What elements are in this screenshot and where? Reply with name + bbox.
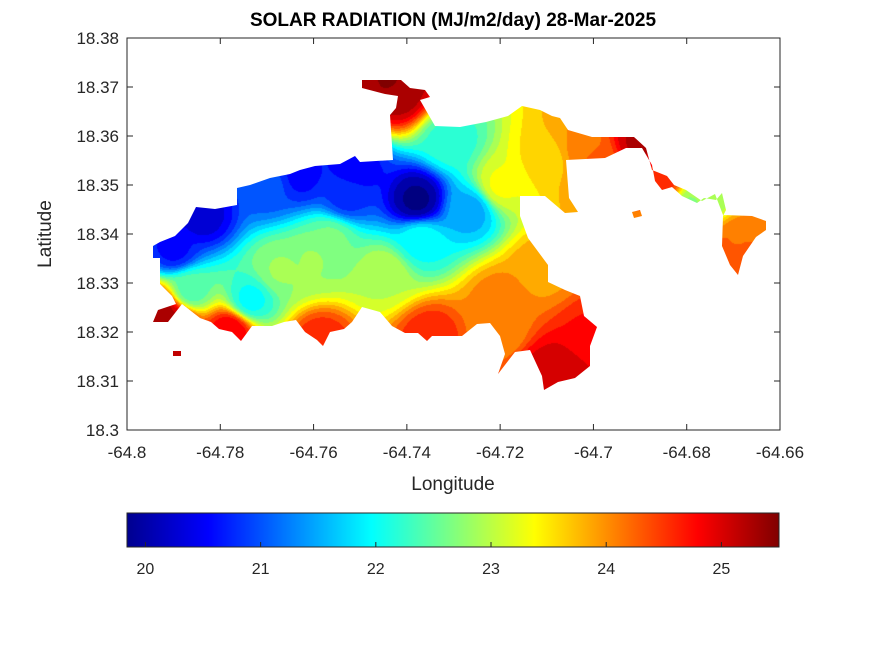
colorbar-tick-label: 25	[713, 561, 731, 578]
y-tick-label: 18.3	[86, 421, 119, 440]
x-tick-label: -64.74	[383, 443, 431, 462]
chart-title: SOLAR RADIATION (MJ/m2/day) 28-Mar-2025	[250, 10, 657, 31]
x-tick-label: -64.68	[663, 443, 711, 462]
x-axis: -64.8 -64.78 -64.76 -64.74 -64.72 -64.7 -64.68…	[108, 38, 804, 462]
x-tick-label: -64.8	[108, 443, 147, 462]
x-tick-label: -64.66	[756, 443, 804, 462]
y-tick-label: 18.35	[76, 176, 119, 195]
y-tick-label: 18.38	[76, 29, 119, 48]
y-tick-label: 18.31	[76, 372, 119, 391]
colorbar	[126, 512, 780, 548]
colorbar-ticks: 20 21 22 23 24 25	[137, 542, 731, 578]
colorbar-tick-label: 24	[597, 561, 615, 578]
y-tick-label: 18.37	[76, 78, 119, 97]
colorbar-tick-label: 23	[482, 561, 500, 578]
y-tick-label: 18.33	[76, 274, 119, 293]
y-tick-label: 18.36	[76, 127, 119, 146]
y-axis: 18.3 18.31 18.32 18.33 18.34 18.35 18.36 18.37 1…	[76, 29, 780, 440]
x-tick-label: -64.7	[574, 443, 613, 462]
y-tick-label: 18.34	[76, 225, 119, 244]
colorbar-tick-label: 22	[367, 561, 385, 578]
islet	[173, 351, 181, 356]
x-tick-label: -64.78	[196, 443, 244, 462]
colorbar-tick-label: 20	[137, 561, 155, 578]
colorbar-tick-label: 21	[252, 561, 270, 578]
x-tick-label: -64.72	[476, 443, 524, 462]
x-tick-label: -64.76	[289, 443, 337, 462]
small-islets	[173, 351, 181, 356]
y-tick-label: 18.32	[76, 323, 119, 342]
x-axis-label: Longitude	[411, 474, 494, 495]
y-axis-label: Latitude	[35, 200, 56, 268]
